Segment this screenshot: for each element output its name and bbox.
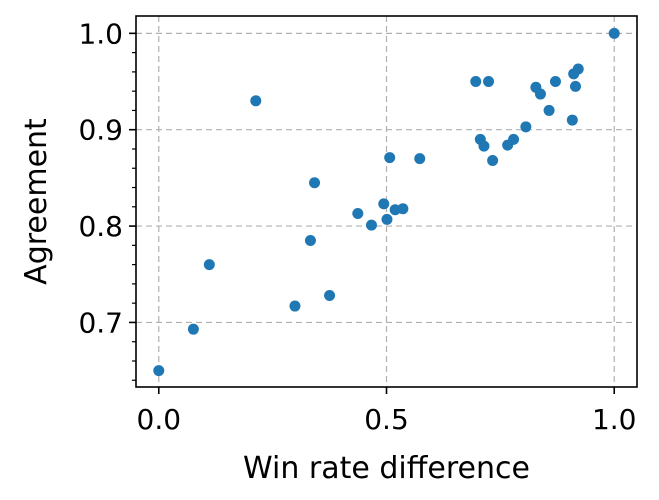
- scatter-point: [304, 235, 316, 247]
- x-axis-title: Win rate difference: [243, 451, 530, 486]
- scatter-point: [384, 152, 396, 164]
- scatter-point: [414, 153, 426, 165]
- scatter-point: [543, 104, 555, 116]
- y-axis-title: Agreement: [19, 118, 54, 285]
- scatter-point: [324, 289, 336, 301]
- scatter-point: [397, 203, 409, 215]
- scatter-point: [483, 76, 495, 88]
- x-tick-label: 0.5: [364, 403, 409, 436]
- ticks-layer: 0.0 0.5 1.0 0.7 0.8 0.9 1.0: [78, 17, 636, 436]
- scatter-point: [487, 155, 499, 167]
- scatter-point: [572, 63, 584, 75]
- scatter-point: [549, 76, 561, 88]
- x-tick-label: 0.0: [137, 403, 182, 436]
- scatter-point: [381, 213, 393, 225]
- scatter-point: [250, 95, 262, 107]
- scatter-point: [608, 27, 620, 39]
- scatter-point: [566, 114, 578, 126]
- y-tick-label: 0.9: [78, 114, 123, 147]
- scatter-point: [352, 208, 364, 220]
- x-tick-label: 1.0: [592, 403, 637, 436]
- points-layer: [153, 27, 620, 377]
- scatter-point: [365, 219, 377, 231]
- scatter-point: [508, 133, 520, 145]
- y-tick-label: 0.7: [78, 306, 123, 339]
- scatter-point: [153, 365, 165, 377]
- scatter-point: [187, 323, 199, 335]
- scatter-point: [478, 140, 490, 152]
- scatter-point: [520, 121, 532, 133]
- scatter-point: [470, 76, 482, 88]
- scatter-point: [534, 88, 546, 100]
- scatter-point: [309, 177, 321, 189]
- y-tick-label: 0.8: [78, 210, 123, 243]
- scatter-point: [203, 259, 215, 271]
- scatter-point: [570, 80, 582, 92]
- scatter-point: [289, 300, 301, 312]
- y-tick-label: 1.0: [78, 17, 123, 50]
- scatter-point: [378, 198, 390, 210]
